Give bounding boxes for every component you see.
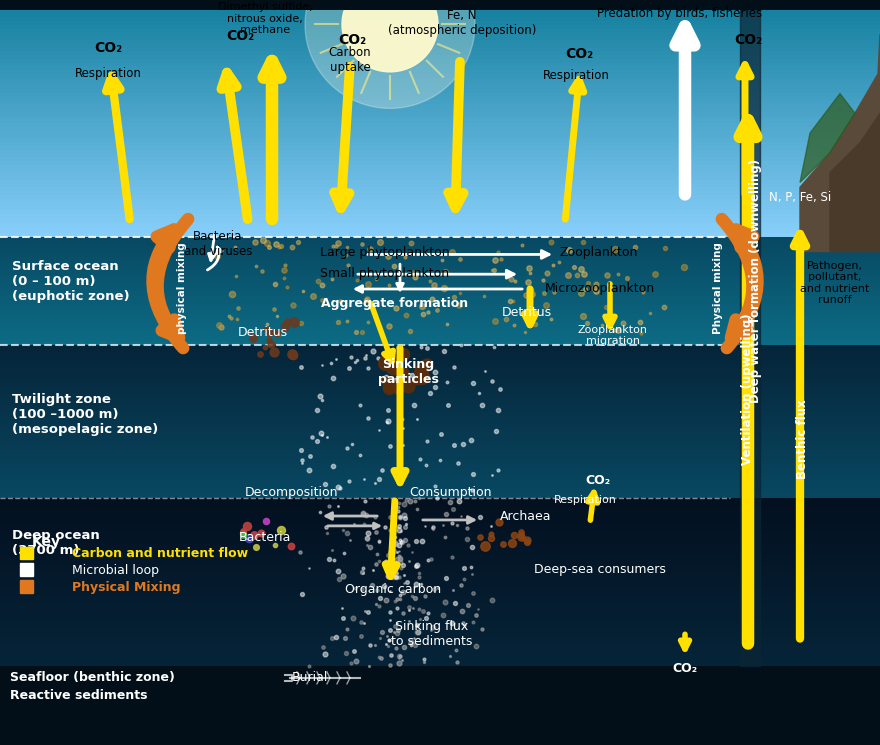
Text: CO₂: CO₂ (565, 47, 593, 61)
Polygon shape (830, 113, 880, 252)
Text: Microbial loop: Microbial loop (72, 564, 159, 577)
Text: Consumption: Consumption (408, 486, 491, 499)
Text: Detritus: Detritus (502, 306, 552, 319)
Text: CO₂: CO₂ (672, 662, 698, 674)
Text: Ventilation (upwelling): Ventilation (upwelling) (742, 314, 754, 466)
Text: Seafloor (benthic zone): Seafloor (benthic zone) (10, 671, 175, 685)
Text: Predation by birds, fisheries: Predation by birds, fisheries (598, 7, 763, 20)
Text: Pathogen,
pollutant,
and nutrient
runoff: Pathogen, pollutant, and nutrient runoff (800, 261, 869, 305)
Text: CO₂: CO₂ (585, 474, 611, 487)
Text: Surface ocean
(0 – 100 m)
(euphotic zone): Surface ocean (0 – 100 m) (euphotic zone… (12, 259, 129, 302)
Text: N, P, Fe, Si: N, P, Fe, Si (769, 191, 831, 203)
Circle shape (342, 0, 438, 72)
Circle shape (305, 0, 475, 108)
Polygon shape (800, 94, 855, 183)
Text: Bacteria
and viruses: Bacteria and viruses (184, 229, 253, 258)
Text: Physical mixing: Physical mixing (713, 242, 723, 334)
Text: CO₂: CO₂ (338, 34, 366, 47)
FancyBboxPatch shape (20, 563, 33, 576)
Text: Respiration: Respiration (75, 67, 142, 80)
Text: CO₂: CO₂ (94, 41, 122, 55)
Text: Zooplankton: Zooplankton (560, 246, 638, 259)
Text: Deep-sea consumers: Deep-sea consumers (534, 562, 666, 576)
Text: Organic carbon: Organic carbon (345, 583, 441, 595)
Text: Deep ocean
(3700 m): Deep ocean (3700 m) (12, 529, 99, 557)
Text: Archaea: Archaea (500, 510, 552, 522)
Text: CO₂: CO₂ (226, 29, 254, 43)
Text: Twilight zone
(100 –1000 m)
(mesopelagic zone): Twilight zone (100 –1000 m) (mesopelagic… (12, 393, 158, 436)
Text: Decomposition: Decomposition (246, 486, 339, 499)
Text: Microzooplankton: Microzooplankton (545, 282, 655, 296)
Polygon shape (800, 34, 880, 252)
Text: Sinking
particles: Sinking particles (378, 358, 438, 386)
Text: Respiration: Respiration (554, 495, 616, 505)
Text: physical mixing: physical mixing (177, 242, 187, 334)
Text: Deep water formation (downwelling): Deep water formation (downwelling) (749, 159, 761, 403)
Text: Detritus: Detritus (238, 326, 288, 339)
Text: Small phytoplankton: Small phytoplankton (320, 267, 449, 279)
Text: Bacteria: Bacteria (238, 531, 291, 545)
FancyBboxPatch shape (20, 580, 33, 593)
Text: Dimethyl sulfide,
nitrous oxide,
methane: Dimethyl sulfide, nitrous oxide, methane (217, 2, 312, 35)
Text: Carbon and nutrient flow: Carbon and nutrient flow (72, 547, 248, 560)
Text: Burial: Burial (292, 671, 328, 685)
Text: Benthic flux: Benthic flux (796, 399, 809, 479)
Text: Sinking flux
to sediments: Sinking flux to sediments (392, 621, 473, 648)
Text: CO₂: CO₂ (734, 34, 762, 47)
Text: Large phytoplankton: Large phytoplankton (320, 246, 450, 259)
Text: Carbon
uptake: Carbon uptake (329, 46, 371, 74)
Text: Fe, N
(atmospheric deposition): Fe, N (atmospheric deposition) (388, 8, 536, 37)
Text: Reactive sediments: Reactive sediments (10, 689, 148, 702)
Text: Aggregate formation: Aggregate formation (321, 297, 468, 311)
Text: Zooplankton
migration: Zooplankton migration (578, 325, 648, 346)
Text: Respiration: Respiration (543, 69, 610, 82)
Text: Physical Mixing: Physical Mixing (72, 580, 180, 594)
FancyBboxPatch shape (20, 547, 33, 559)
Text: Key: Key (32, 535, 61, 548)
